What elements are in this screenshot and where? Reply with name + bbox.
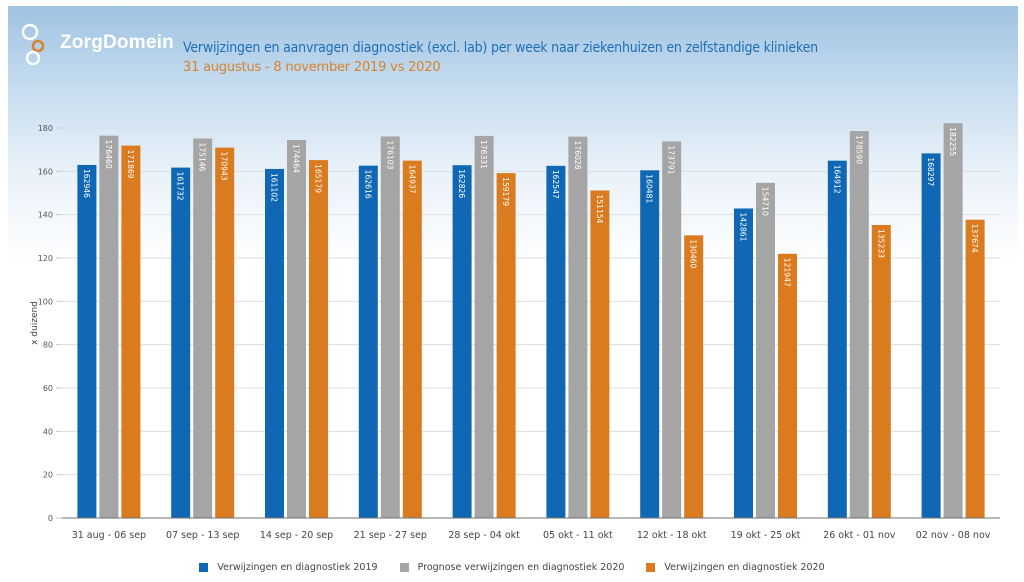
- chart-title: Verwijzingen en aanvragen diagnostiek (e…: [183, 40, 818, 56]
- x-tick-label: 26 okt - 01 nov: [823, 530, 896, 541]
- bar: [546, 165, 566, 519]
- y-tick-label: 100: [38, 297, 53, 306]
- bar: [827, 160, 847, 518]
- bar: [684, 235, 704, 518]
- x-tick-label: 19 okt - 25 okt: [731, 530, 801, 541]
- y-axis-label: x duizend: [30, 301, 40, 345]
- bar-data-label: 178590: [854, 135, 863, 164]
- y-tick-label: 20: [43, 471, 53, 480]
- legend-swatch-icon: [399, 563, 409, 572]
- bar-data-label: 173791: [667, 145, 676, 174]
- bar: [568, 136, 588, 518]
- bar-data-label: 175146: [198, 143, 207, 172]
- legend-label: Verwijzingen en diagnostiek 2019: [217, 562, 378, 573]
- bar-data-label: 174464: [292, 144, 301, 173]
- bar: [215, 147, 235, 518]
- bar-data-label: 151154: [595, 194, 604, 223]
- y-tick-label: 60: [43, 384, 53, 393]
- zorgdomein-logo: ZorgDomein: [20, 22, 174, 70]
- bar: [965, 219, 985, 518]
- bar: [474, 135, 494, 518]
- legend-item[interactable]: Verwijzingen en diagnostiek 2019: [199, 562, 378, 573]
- bar-data-label: 164912: [832, 165, 841, 194]
- legend-item[interactable]: Verwijzingen en diagnostiek 2020: [646, 562, 825, 573]
- bar: [171, 167, 191, 518]
- y-tick-label: 160: [38, 167, 53, 176]
- bar: [380, 136, 400, 519]
- bar: [496, 173, 516, 518]
- bar: [287, 139, 306, 518]
- legend-swatch-icon: [199, 563, 209, 572]
- bar-data-label: 170943: [220, 152, 229, 181]
- bar: [734, 208, 753, 518]
- y-tick-label: 40: [43, 427, 53, 436]
- bar-data-label: 121947: [783, 258, 792, 287]
- y-tick-label: 0: [48, 514, 53, 523]
- bar-data-label: 165179: [314, 164, 323, 193]
- x-tick-label: 14 sep - 20 sep: [260, 530, 333, 541]
- bar-data-label: 176460: [104, 140, 113, 169]
- bar-data-label: 162826: [457, 169, 466, 198]
- bar-data-label: 162547: [551, 170, 560, 199]
- bar-data-label: 162616: [363, 170, 372, 199]
- bar: [590, 190, 610, 518]
- bar: [402, 160, 422, 518]
- bar-data-label: 171869: [126, 150, 135, 179]
- logo-text: ZorgDomein: [60, 32, 174, 53]
- bar: [662, 141, 682, 519]
- y-tick-label: 140: [38, 211, 53, 220]
- legend-item[interactable]: Prognose verwijzingen en diagnostiek 202…: [399, 562, 625, 573]
- bar-data-label: 168297: [926, 157, 935, 186]
- y-tick-label: 80: [43, 341, 53, 350]
- legend-label: Prognose verwijzingen en diagnostiek 202…: [417, 562, 625, 573]
- bar: [849, 131, 869, 518]
- bar-data-label: 154710: [761, 187, 770, 216]
- bar-data-label: 162946: [82, 169, 91, 198]
- bar-data-label: 161102: [270, 173, 279, 202]
- bar-data-label: 130460: [689, 239, 698, 268]
- chart-subtitle: 31 augustus - 8 november 2019 vs 2020: [183, 60, 441, 75]
- bar: [640, 170, 660, 518]
- bar-data-label: 176103: [385, 140, 394, 169]
- bar-data-label: 176028: [573, 141, 582, 170]
- bar: [943, 123, 963, 518]
- bar-data-label: 135233: [876, 229, 885, 258]
- bar: [309, 160, 328, 518]
- bar-data-label: 159179: [501, 177, 510, 206]
- x-tick-label: 12 okt - 18 okt: [637, 530, 707, 541]
- bar-data-label: 161732: [176, 172, 185, 201]
- legend-label: Verwijzingen en diagnostiek 2020: [664, 562, 825, 573]
- bar: [921, 153, 941, 518]
- bar: [756, 182, 775, 519]
- bar: [452, 165, 472, 518]
- bar: [778, 253, 797, 518]
- bar: [265, 168, 284, 518]
- y-tick-label: 180: [38, 124, 53, 133]
- x-tick-label: 05 okt - 11 okt: [543, 530, 613, 541]
- bar-data-label: 164937: [407, 165, 416, 194]
- bar: [871, 224, 891, 518]
- x-tick-label: 28 sep - 04 okt: [448, 530, 520, 541]
- bar: [99, 135, 119, 519]
- x-tick-label: 07 sep - 13 sep: [166, 530, 239, 541]
- chart-legend: Verwijzingen en diagnostiek 2019 Prognose…: [0, 562, 1024, 573]
- y-tick-label: 120: [38, 254, 53, 263]
- bar-data-label: 182255: [948, 127, 957, 156]
- logo-circles-icon: [21, 23, 45, 66]
- bar: [77, 164, 97, 519]
- bar-data-label: 137674: [970, 224, 979, 253]
- legend-swatch-icon: [646, 563, 656, 572]
- bar-data-label: 160481: [645, 174, 654, 203]
- x-tick-label: 31 aug - 06 sep: [72, 530, 146, 541]
- bar-data-label: 176331: [479, 140, 488, 169]
- x-tick-label: 21 sep - 27 sep: [354, 530, 427, 541]
- bar: [193, 138, 213, 518]
- bar: [121, 145, 141, 518]
- bar: [358, 165, 378, 518]
- x-tick-label: 02 nov - 08 nov: [916, 530, 991, 541]
- bar-data-label: 142861: [739, 212, 748, 241]
